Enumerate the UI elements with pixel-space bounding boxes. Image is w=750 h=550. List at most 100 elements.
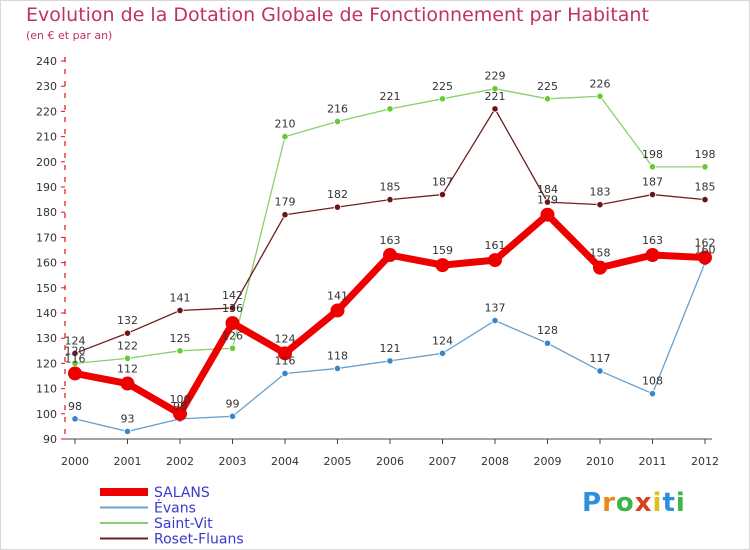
- series-point-1: [333, 364, 342, 373]
- series-point-1: [386, 357, 394, 365]
- logo-letter: o: [615, 488, 635, 518]
- series-point-1: [648, 390, 657, 398]
- series-point-0: [173, 406, 187, 421]
- series-point-1: [281, 369, 289, 378]
- chart-subtitle: (en € et par an): [26, 29, 113, 42]
- data-label-3: 142: [222, 289, 243, 302]
- data-label-2: 225: [432, 80, 453, 93]
- legend-label-3: Roset-Fluans: [154, 532, 244, 548]
- data-label-0: 159: [432, 244, 453, 257]
- data-label-2: 198: [642, 148, 663, 161]
- series-point-3: [596, 201, 604, 209]
- series-point-3: [123, 329, 132, 337]
- series-point-0: [383, 248, 397, 263]
- series-point-2: [386, 105, 394, 113]
- y-tick-label: 200: [36, 156, 57, 169]
- y-tick-label: 100: [36, 408, 57, 421]
- series-point-2: [648, 163, 657, 171]
- series-point-2: [543, 95, 552, 103]
- data-label-2: 229: [485, 70, 506, 83]
- data-label-0: 161: [485, 239, 506, 252]
- data-label-1: 128: [537, 324, 558, 337]
- data-label-3: 187: [432, 176, 453, 189]
- series-point-0: [645, 248, 660, 263]
- data-label-2: 225: [537, 80, 558, 93]
- series-point-3: [701, 196, 709, 204]
- x-tick-label: 2009: [534, 455, 562, 468]
- data-label-1: 124: [432, 334, 453, 347]
- x-tick-label: 2012: [691, 455, 719, 468]
- data-label-0: 163: [642, 234, 663, 247]
- x-tick-label: 2010: [586, 455, 614, 468]
- series-point-0: [225, 316, 240, 331]
- data-label-2: 221: [380, 90, 401, 103]
- chart-title: Evolution de la Dotation Globale de Fonc…: [26, 4, 649, 26]
- data-label-3: 185: [380, 181, 401, 194]
- series-point-3: [491, 105, 499, 113]
- series-point-0: [435, 258, 450, 273]
- data-label-1: 98: [68, 400, 82, 413]
- data-label-2: 216: [327, 102, 348, 115]
- series-point-0: [120, 376, 135, 391]
- series-point-2: [281, 133, 289, 141]
- series-point-2: [333, 117, 342, 126]
- data-label-3: 183: [590, 186, 611, 199]
- data-label-0: 141: [327, 289, 348, 302]
- y-tick-label: 90: [43, 433, 57, 446]
- series-point-2: [596, 92, 604, 100]
- data-label-2: 122: [117, 339, 138, 352]
- logo-letter: x: [634, 488, 653, 518]
- data-label-1: 160: [695, 244, 716, 257]
- legend-label-0: SALANS: [154, 485, 210, 501]
- y-tick-label: 180: [36, 206, 57, 219]
- series-point-2: [228, 344, 237, 352]
- data-label-0: 112: [117, 363, 138, 376]
- series-point-2: [176, 347, 184, 355]
- data-label-1: 137: [485, 302, 506, 315]
- series-point-1: [123, 427, 132, 436]
- data-label-2: 126: [222, 329, 243, 342]
- series-point-3: [176, 306, 184, 315]
- x-tick-label: 2001: [114, 455, 142, 468]
- data-label-2: 210: [275, 118, 296, 131]
- x-tick-label: 2007: [429, 455, 457, 468]
- legend-label-1: Évans: [154, 500, 196, 517]
- data-label-1: 108: [642, 375, 663, 388]
- logo-letter: i: [675, 488, 686, 518]
- data-labels: 120 122 125 126 210 216 221 225 229 225 226 198 198 1…: [65, 70, 716, 426]
- axes: 90 100 110 120 130 140 150 160 170 180 190 200 210 22…: [36, 55, 719, 468]
- x-tick-label: 2008: [481, 455, 509, 468]
- series-point-0: [68, 366, 82, 381]
- y-tick-label: 220: [36, 105, 57, 118]
- data-label-2: 125: [170, 332, 191, 345]
- data-label-3: 124: [65, 334, 86, 347]
- x-tick-label: 2011: [639, 455, 667, 468]
- series-point-3: [281, 211, 289, 219]
- series-point-0: [698, 250, 712, 265]
- data-label-0: 136: [222, 302, 243, 315]
- data-label-3: 187: [642, 176, 663, 189]
- series-point-2: [491, 85, 499, 93]
- data-label-3: 185: [695, 181, 716, 194]
- data-label-0: 100: [170, 393, 191, 406]
- series-point-0: [488, 253, 502, 268]
- logo-letter: i: [652, 488, 663, 518]
- series-line-2: [74, 88, 706, 365]
- data-label-0: 158: [590, 247, 611, 260]
- y-tick-label: 150: [36, 282, 57, 295]
- series-point-1: [596, 367, 604, 375]
- x-tick-label: 2002: [166, 455, 194, 468]
- y-tick-label: 130: [36, 332, 57, 345]
- y-tick-label: 160: [36, 257, 57, 270]
- y-tick-label: 190: [36, 181, 57, 194]
- data-label-1: 98: [173, 400, 187, 413]
- data-label-0: 116: [65, 352, 86, 365]
- series-point-0: [540, 207, 555, 222]
- series-point-0: [330, 303, 345, 318]
- proxiti-logo: Proxiti: [582, 488, 686, 518]
- data-label-1: 93: [121, 412, 135, 425]
- series-point-3: [71, 349, 79, 357]
- x-tick-label: 2000: [61, 455, 89, 468]
